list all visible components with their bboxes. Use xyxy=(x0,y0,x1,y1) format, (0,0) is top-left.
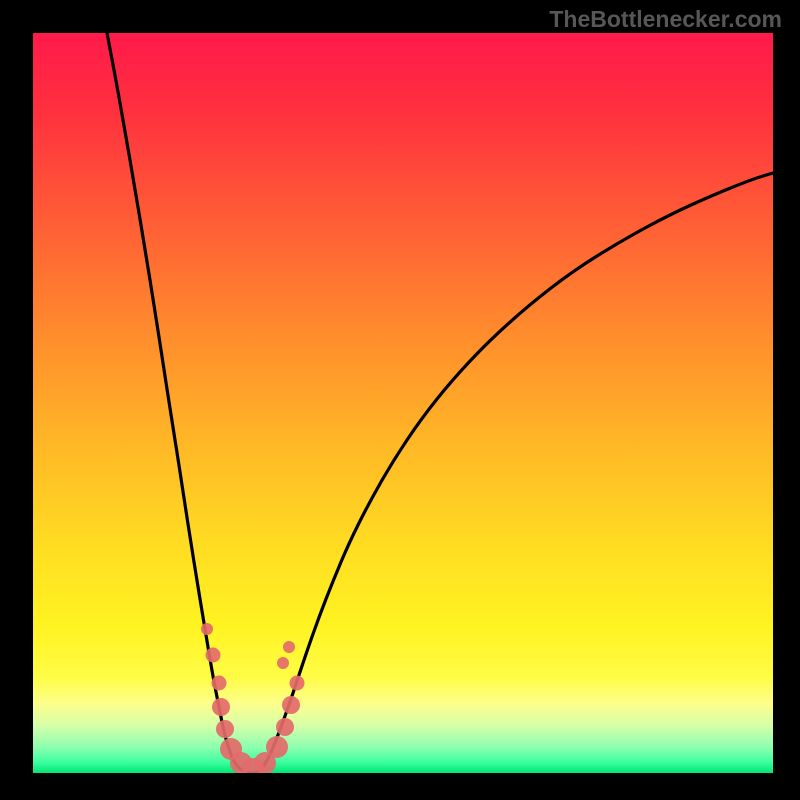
curve-left-branch xyxy=(107,33,251,773)
data-marker xyxy=(206,648,221,663)
data-marker xyxy=(212,676,227,691)
plot-area xyxy=(33,33,773,773)
data-marker xyxy=(282,696,300,714)
curve-right-branch xyxy=(251,173,773,773)
data-marker xyxy=(277,657,289,669)
data-marker xyxy=(266,736,288,758)
data-marker xyxy=(201,623,213,635)
data-marker xyxy=(212,698,230,716)
data-marker xyxy=(216,720,234,738)
chart-stage: TheBottlenecker.com xyxy=(0,0,800,800)
data-marker xyxy=(290,676,305,691)
watermark-text: TheBottlenecker.com xyxy=(549,6,782,33)
data-marker xyxy=(276,718,294,736)
chart-overlay-svg xyxy=(33,33,773,773)
data-marker xyxy=(283,641,295,653)
